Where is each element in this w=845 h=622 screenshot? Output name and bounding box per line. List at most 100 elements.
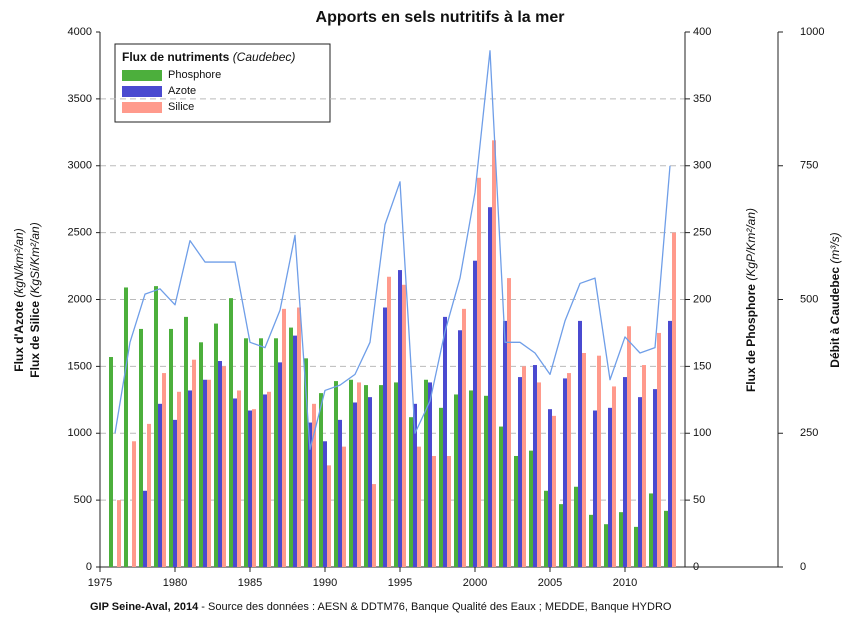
bar [529, 450, 533, 567]
flow-line [114, 50, 671, 450]
y-tick-label: 0 [86, 561, 92, 573]
bar [372, 484, 376, 567]
y-tick-label: 2000 [68, 293, 92, 305]
bar [627, 326, 631, 567]
bar [653, 389, 657, 567]
bar [117, 500, 121, 567]
y3-tick-label: 1000 [800, 26, 824, 38]
bar [293, 335, 297, 567]
x-tick-label: 2005 [538, 577, 562, 589]
bar [364, 385, 368, 567]
bar [304, 358, 308, 567]
bar [544, 490, 548, 567]
y2-tick-label: 250 [693, 227, 711, 239]
bar [248, 410, 252, 567]
y2-tick-label: 300 [693, 160, 711, 172]
y-tick-label: 3500 [68, 93, 92, 105]
bar [147, 423, 151, 567]
x-tick-label: 1990 [313, 577, 337, 589]
bar [507, 278, 511, 567]
bar [612, 386, 616, 567]
bar [409, 417, 413, 567]
bar [458, 330, 462, 567]
bar [282, 308, 286, 567]
legend-swatch [122, 86, 162, 97]
bar [139, 328, 143, 567]
y2-tick-label: 100 [693, 427, 711, 439]
bar [424, 379, 428, 567]
y2-label: Flux de Phosphore (KgP/Km²/an) [744, 208, 758, 392]
bar [203, 379, 207, 567]
y2-tick-label: 50 [693, 494, 705, 506]
bar [267, 391, 271, 567]
bar [548, 409, 552, 567]
bar [428, 382, 432, 567]
bar [484, 395, 488, 567]
legend-label: Phosphore [168, 69, 221, 81]
bar [447, 455, 451, 567]
bar [233, 398, 237, 567]
x-tick-label: 1975 [88, 577, 112, 589]
bar [162, 373, 166, 567]
bar [589, 514, 593, 567]
bar [454, 394, 458, 567]
y-tick-label: 2500 [68, 227, 92, 239]
bar [578, 320, 582, 567]
bar [192, 359, 196, 567]
bar [154, 286, 158, 567]
bar [199, 342, 203, 567]
bar [597, 355, 601, 567]
bar [473, 260, 477, 567]
bar [312, 403, 316, 567]
bar [327, 465, 331, 567]
bar [657, 332, 661, 567]
bar [439, 407, 443, 567]
x-tick-label: 1980 [163, 577, 187, 589]
bar [188, 390, 192, 567]
bar [244, 338, 248, 567]
bar [469, 390, 473, 567]
bar [368, 397, 372, 567]
bar [394, 382, 398, 567]
bar [297, 307, 301, 567]
bar [443, 316, 447, 567]
bar [672, 232, 676, 567]
x-tick-label: 2010 [613, 577, 637, 589]
y2-tick-label: 400 [693, 26, 711, 38]
bar [169, 328, 173, 567]
bar [259, 338, 263, 567]
legend-label: Silice [168, 101, 194, 113]
bar [432, 455, 436, 567]
bar [173, 419, 177, 567]
bar [252, 409, 256, 567]
bar [402, 284, 406, 567]
bar [357, 382, 361, 567]
x-tick-label: 1985 [238, 577, 262, 589]
bar [289, 327, 293, 567]
legend-label: Azote [168, 85, 196, 97]
bar [132, 441, 136, 567]
bar [514, 455, 518, 567]
bar [158, 403, 162, 567]
y-tick-label: 1000 [68, 427, 92, 439]
bar [143, 490, 147, 567]
bar [559, 504, 563, 567]
bar [604, 524, 608, 567]
bar [353, 402, 357, 567]
bar [649, 493, 653, 567]
bar [664, 510, 668, 567]
y3-label: Débit à Caudebec (m³/s) [828, 232, 842, 367]
y3-tick-label: 750 [800, 160, 818, 172]
bar [218, 361, 222, 567]
bar [308, 422, 312, 567]
bar [488, 207, 492, 567]
x-tick-label: 2000 [463, 577, 487, 589]
bar [518, 377, 522, 567]
bar [413, 403, 417, 567]
bar [124, 287, 128, 567]
bar [177, 391, 181, 567]
footer: GIP Seine-Aval, 2014 - Source des donnée… [90, 601, 672, 613]
legend-swatch [122, 102, 162, 113]
bar [477, 177, 481, 567]
bar [417, 446, 421, 567]
